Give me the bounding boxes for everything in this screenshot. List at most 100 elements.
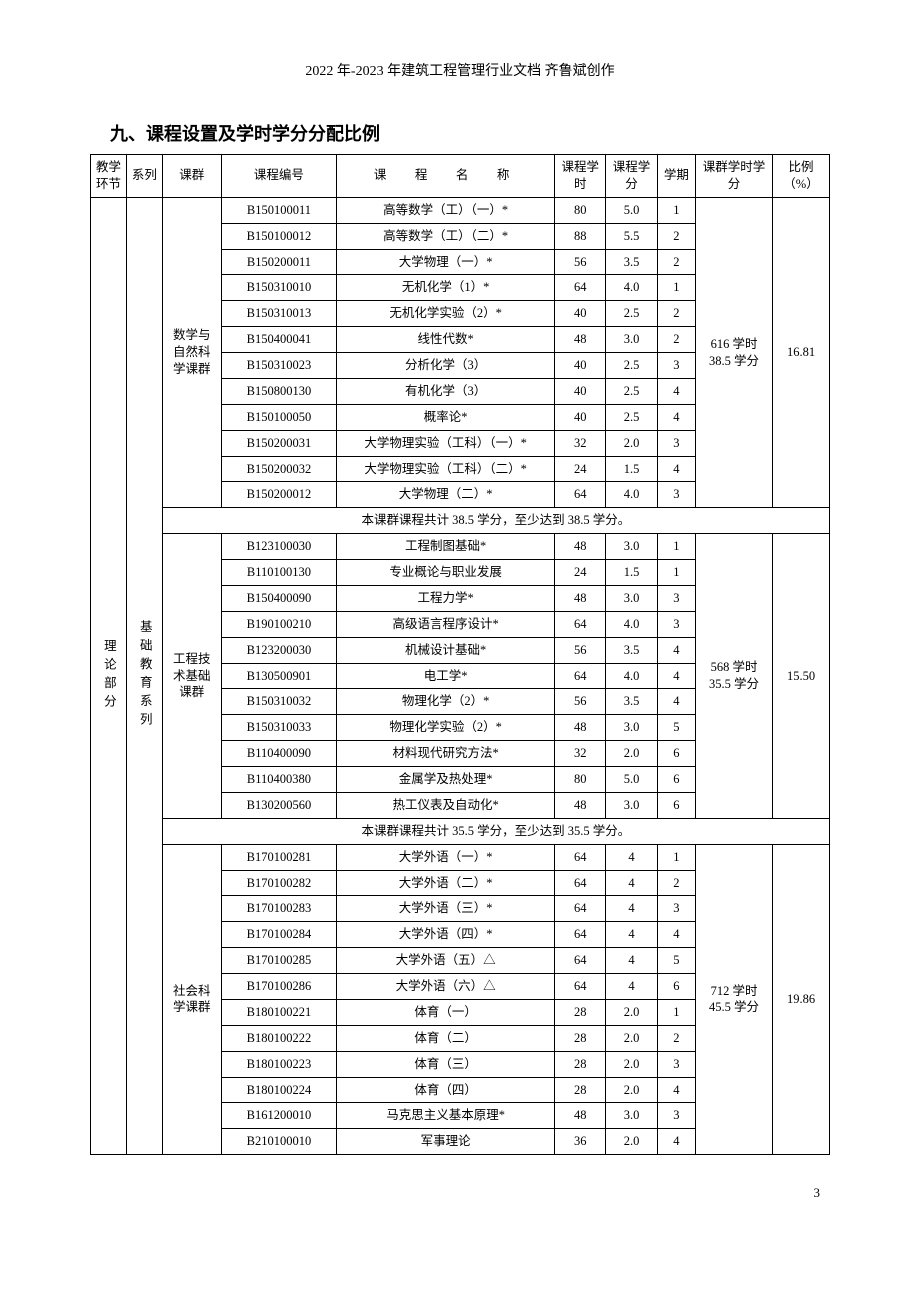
group-cell: 数学与自然科学课群 [162, 197, 221, 508]
course-credit: 2.0 [606, 1077, 657, 1103]
course-credit: 2.0 [606, 1051, 657, 1077]
course-code: B110400380 [221, 767, 336, 793]
course-credit: 4 [606, 896, 657, 922]
header-term: 学期 [657, 155, 695, 198]
course-code: B150310013 [221, 301, 336, 327]
course-code: B150400041 [221, 327, 336, 353]
course-credit: 4 [606, 844, 657, 870]
course-hours: 64 [555, 611, 606, 637]
course-credit: 3.0 [606, 715, 657, 741]
course-hours: 64 [555, 922, 606, 948]
table-row: 工程技术基础课群B123100030工程制图基础*483.01568 学时35.… [91, 534, 830, 560]
group-percentage: 15.50 [773, 534, 830, 819]
page-number: 3 [90, 1185, 830, 1201]
course-credit: 1.5 [606, 560, 657, 586]
course-code: B180100224 [221, 1077, 336, 1103]
curriculum-table: 教学环节 系列 课群 课程编号 课 程 名 称 课程学时 课程学分 学期 课群学… [90, 154, 830, 1155]
course-name: 工程制图基础* [337, 534, 555, 560]
course-code: B170100286 [221, 974, 336, 1000]
course-term: 1 [657, 560, 695, 586]
course-code: B170100283 [221, 896, 336, 922]
course-hours: 64 [555, 948, 606, 974]
course-term: 4 [657, 1077, 695, 1103]
course-hours: 64 [555, 896, 606, 922]
course-hours: 64 [555, 974, 606, 1000]
group-cell: 工程技术基础课群 [162, 534, 221, 819]
header-credit: 课程学分 [606, 155, 657, 198]
course-name: 大学物理实验（工科）（一）* [337, 430, 555, 456]
course-hours: 64 [555, 482, 606, 508]
course-term: 2 [657, 327, 695, 353]
course-term: 4 [657, 404, 695, 430]
course-credit: 2.5 [606, 301, 657, 327]
course-code: B150200032 [221, 456, 336, 482]
course-name: 体育（一） [337, 999, 555, 1025]
course-name: 体育（二） [337, 1025, 555, 1051]
course-hours: 64 [555, 275, 606, 301]
course-code: B180100223 [221, 1051, 336, 1077]
course-hours: 40 [555, 404, 606, 430]
group-summary: 本课群课程共计 35.5 学分，至少达到 35.5 学分。 [162, 818, 829, 844]
course-name: 热工仪表及自动化* [337, 792, 555, 818]
course-hours: 64 [555, 663, 606, 689]
course-term: 6 [657, 741, 695, 767]
course-name: 高级语言程序设计* [337, 611, 555, 637]
course-credit: 4.0 [606, 482, 657, 508]
course-credit: 2.5 [606, 353, 657, 379]
course-code: B150310033 [221, 715, 336, 741]
course-term: 2 [657, 249, 695, 275]
course-hours: 28 [555, 999, 606, 1025]
course-credit: 3.0 [606, 585, 657, 611]
header-group-hours-credit: 课群学时学分 [696, 155, 773, 198]
course-name: 物理化学（2）* [337, 689, 555, 715]
course-term: 4 [657, 378, 695, 404]
header-series: 系列 [126, 155, 162, 198]
course-credit: 3.0 [606, 327, 657, 353]
header-env: 教学环节 [91, 155, 127, 198]
course-name: 金属学及热处理* [337, 767, 555, 793]
course-term: 2 [657, 223, 695, 249]
course-term: 2 [657, 301, 695, 327]
course-code: B210100010 [221, 1129, 336, 1155]
table-body: 理论部分基础教育系列数学与自然科学课群B150100011高等数学（工）（一）*… [91, 197, 830, 1154]
course-term: 1 [657, 999, 695, 1025]
course-name: 电工学* [337, 663, 555, 689]
course-term: 4 [657, 663, 695, 689]
course-credit: 4.0 [606, 611, 657, 637]
course-code: B150310032 [221, 689, 336, 715]
course-credit: 3.5 [606, 249, 657, 275]
course-credit: 3.5 [606, 689, 657, 715]
group-cell: 社会科学课群 [162, 844, 221, 1155]
course-credit: 5.0 [606, 197, 657, 223]
course-term: 3 [657, 1103, 695, 1129]
course-term: 6 [657, 767, 695, 793]
course-credit: 2.5 [606, 404, 657, 430]
course-credit: 4 [606, 870, 657, 896]
course-term: 2 [657, 870, 695, 896]
course-name: 体育（三） [337, 1051, 555, 1077]
course-term: 4 [657, 689, 695, 715]
course-code: B150100011 [221, 197, 336, 223]
course-hours: 48 [555, 1103, 606, 1129]
course-hours: 48 [555, 715, 606, 741]
course-name: 大学外语（六）△ [337, 974, 555, 1000]
course-hours: 24 [555, 560, 606, 586]
header-name: 课 程 名 称 [337, 155, 555, 198]
course-name: 概率论* [337, 404, 555, 430]
course-credit: 5.5 [606, 223, 657, 249]
course-hours: 48 [555, 327, 606, 353]
group-hours-credit: 568 学时35.5 学分 [696, 534, 773, 819]
course-hours: 48 [555, 534, 606, 560]
course-code: B150310023 [221, 353, 336, 379]
course-code: B170100282 [221, 870, 336, 896]
course-name: 线性代数* [337, 327, 555, 353]
course-credit: 3.5 [606, 637, 657, 663]
course-code: B180100222 [221, 1025, 336, 1051]
course-term: 4 [657, 637, 695, 663]
course-name: 大学物理（二）* [337, 482, 555, 508]
course-credit: 2.0 [606, 741, 657, 767]
course-name: 大学外语（五）△ [337, 948, 555, 974]
course-hours: 28 [555, 1025, 606, 1051]
course-name: 大学外语（三）* [337, 896, 555, 922]
course-name: 军事理论 [337, 1129, 555, 1155]
